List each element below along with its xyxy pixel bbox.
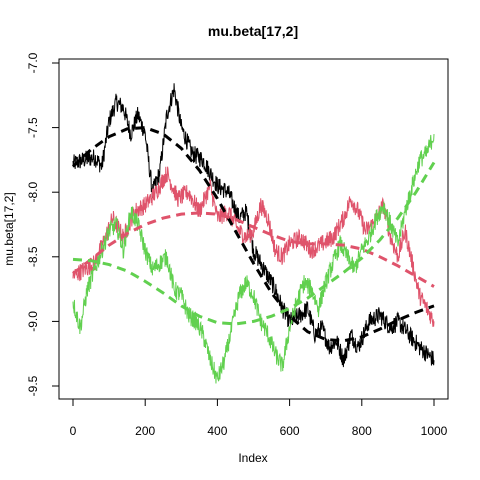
x-tick-label: 0 — [70, 424, 77, 438]
x-tick-label: 600 — [280, 424, 300, 438]
series-trace-0 — [72, 83, 435, 368]
y-tick-label: -8.0 — [26, 182, 40, 203]
x-tick-label: 800 — [352, 424, 372, 438]
y-axis-label: mu.beta[17,2] — [2, 192, 16, 265]
x-tick-label: 200 — [135, 424, 155, 438]
series-smooth-4 — [72, 211, 435, 288]
y-tick-label: -7.0 — [26, 52, 40, 73]
series-trace-2 — [72, 134, 435, 384]
y-axis: -9.5 -9.0 -8.5 -8.0 -7.5 -7.0 — [26, 52, 60, 396]
series-smooth-3 — [71, 126, 435, 343]
x-tick-label: 400 — [207, 424, 227, 438]
x-axis: 0 200 400 600 800 1000 — [70, 398, 448, 438]
x-axis-label: Index — [238, 451, 267, 465]
series-layer — [71, 83, 436, 384]
y-tick-label: -8.5 — [26, 246, 40, 267]
series-smooth-5 — [72, 161, 436, 326]
x-tick-label: 1000 — [421, 424, 448, 438]
y-tick-label: -9.0 — [26, 311, 40, 332]
chart-title: mu.beta[17,2] — [208, 23, 298, 39]
y-tick-label: -9.5 — [26, 375, 40, 396]
y-tick-label: -7.5 — [26, 117, 40, 138]
series-trace-1 — [72, 166, 435, 327]
